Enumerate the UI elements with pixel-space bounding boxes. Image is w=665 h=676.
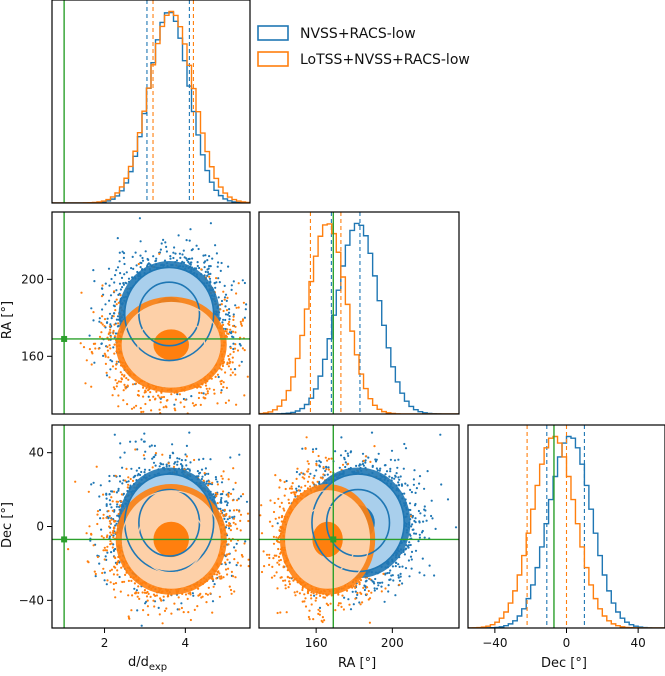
legend-swatch-nvss-racs xyxy=(258,26,288,40)
histogram-ra-series-0 xyxy=(259,223,459,414)
y-tick-label-dec-40: 40 xyxy=(29,446,44,460)
panel-d-histogram xyxy=(52,0,250,203)
contour-fill-inner-d-ra-series-1 xyxy=(153,329,189,360)
x-tick-label-d-2: 2 xyxy=(101,636,109,650)
legend-label-nvss-racs: NVSS+RACS-low xyxy=(300,26,416,42)
truth-marker-ra-dec xyxy=(330,536,336,542)
panel-ra-histogram xyxy=(259,212,459,414)
histogram-ra-series-1 xyxy=(259,224,459,414)
x-axis-label-dec: Dec [°] xyxy=(541,656,587,671)
x-tick-label-ra-200: 200 xyxy=(381,636,404,650)
x-axis-label-ra: RA [°] xyxy=(338,656,376,671)
histogram-d-series-1 xyxy=(52,11,250,203)
histogram-d-series-0 xyxy=(52,12,250,203)
truth-marker-d-ra xyxy=(61,336,67,342)
x-tick-label-dec--40: −40 xyxy=(482,636,507,650)
y-tick-label-ra-160: 160 xyxy=(21,349,44,363)
y-axis-label-dec: Dec [°] xyxy=(0,502,15,548)
legend-label-lotss-nvss-racs: LoTSS+NVSS+RACS-low xyxy=(300,52,470,68)
y-axis-label-ra: RA [°] xyxy=(0,301,15,339)
x-axis-label-d: d/dexp xyxy=(128,655,167,672)
x-tick-label-d-4: 4 xyxy=(182,636,190,650)
legend: NVSS+RACS-low LoTSS+NVSS+RACS-low xyxy=(258,26,470,68)
y-tick-label-dec-0: 0 xyxy=(36,520,44,534)
y-tick-label-ra-200: 200 xyxy=(21,272,44,286)
legend-swatch-lotss-nvss-racs xyxy=(258,52,288,66)
truth-marker-d-dec xyxy=(61,536,67,542)
x-tick-label-dec-40: 40 xyxy=(630,636,645,650)
y-tick-label-dec--40: −40 xyxy=(19,593,44,607)
x-tick-label-ra-160: 160 xyxy=(305,636,328,650)
x-tick-label-dec-0: 0 xyxy=(563,636,571,650)
